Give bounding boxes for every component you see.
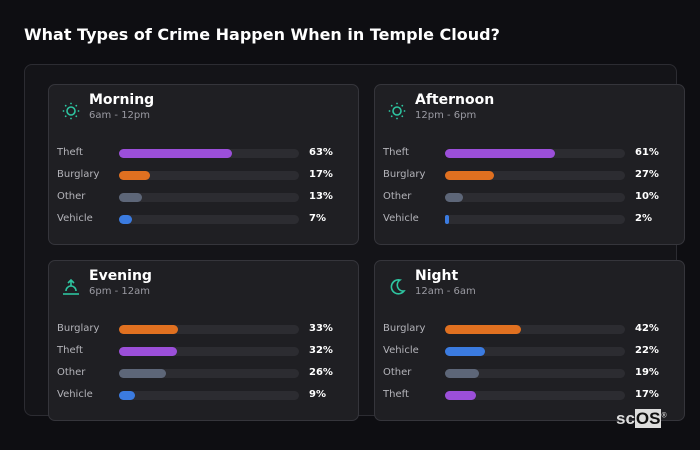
bar (119, 149, 233, 158)
bar (119, 369, 166, 378)
bar-value: 17% (635, 389, 659, 400)
bar-track (119, 369, 299, 378)
bar-track (119, 193, 299, 202)
bar (119, 391, 136, 400)
bar-label: Vehicle (383, 213, 419, 224)
bar-label: Burglary (57, 323, 100, 334)
bar-track (445, 215, 625, 224)
bar-row: Theft 63% (57, 147, 357, 161)
bar-label: Vehicle (57, 389, 93, 400)
bar-track (445, 369, 625, 378)
bar (445, 347, 485, 356)
bar (445, 171, 494, 180)
bar (119, 347, 177, 356)
bar-track (445, 149, 625, 158)
bar-label: Other (383, 367, 412, 378)
bar-row: Burglary 27% (383, 169, 683, 183)
bar (119, 171, 150, 180)
bar-row: Other 19% (383, 367, 683, 381)
page-title: What Types of Crime Happen When in Templ… (24, 25, 500, 44)
bar-track (445, 193, 625, 202)
bar-row: Burglary 33% (57, 323, 357, 337)
bar-label: Other (57, 191, 86, 202)
panel-time-range: 12pm - 6pm (415, 110, 477, 121)
bar (445, 391, 476, 400)
bar (445, 193, 463, 202)
bar-row: Other 26% (57, 367, 357, 381)
bar (445, 369, 480, 378)
bar-row: Other 10% (383, 191, 683, 205)
bar-value: 19% (635, 367, 659, 378)
bar-track (119, 325, 299, 334)
bar-track (119, 215, 299, 224)
bar-row: Other 13% (57, 191, 357, 205)
bar-label: Theft (57, 345, 83, 356)
bar-value: 22% (635, 345, 659, 356)
bar-value: 32% (309, 345, 333, 356)
panel-title: Morning (89, 92, 155, 108)
bar-value: 13% (309, 191, 333, 202)
panel-title: Afternoon (415, 92, 495, 108)
bar-value: 2% (635, 213, 652, 224)
bar-row: Theft 32% (57, 345, 357, 359)
bar-track (445, 347, 625, 356)
bar-row: Burglary 17% (57, 169, 357, 183)
moon-icon (387, 277, 407, 297)
bar-value: 7% (309, 213, 326, 224)
bar-row: Vehicle 2% (383, 213, 683, 227)
bar-label: Vehicle (57, 213, 93, 224)
bar-row: Theft 17% (383, 389, 683, 403)
bar-track (119, 391, 299, 400)
bar-value: 42% (635, 323, 659, 334)
bar-value: 61% (635, 147, 659, 158)
bar-value: 17% (309, 169, 333, 180)
bar-track (445, 325, 625, 334)
bar-row: Burglary 42% (383, 323, 683, 337)
bar-track (445, 391, 625, 400)
panel-title: Evening (89, 268, 152, 284)
bar-value: 26% (309, 367, 333, 378)
panel-time-range: 6pm - 12am (89, 286, 151, 297)
bar (119, 325, 179, 334)
panel-night: Night 12am - 6am Burglary 42% Vehicle 22% O… (374, 260, 685, 421)
bar-track (119, 171, 299, 180)
bar-label: Burglary (383, 169, 426, 180)
bar (445, 215, 449, 224)
bar-row: Vehicle 7% (57, 213, 357, 227)
bar-value: 27% (635, 169, 659, 180)
bar-row: Vehicle 22% (383, 345, 683, 359)
panel-time-range: 6am - 12pm (89, 110, 151, 121)
bar-track (119, 347, 299, 356)
scos-logo: scOS® (616, 409, 667, 428)
bar-label: Other (383, 191, 412, 202)
bar-label: Theft (57, 147, 83, 158)
bar (119, 193, 143, 202)
bar-label: Vehicle (383, 345, 419, 356)
bar-label: Theft (383, 147, 409, 158)
panel-title: Night (415, 268, 459, 284)
bar-value: 63% (309, 147, 333, 158)
panel-evening: Evening 6pm - 12am Burglary 33% Theft 32% O… (48, 260, 359, 421)
bar (119, 215, 132, 224)
sunset-icon (61, 277, 81, 297)
sun-icon (61, 101, 81, 121)
sun-icon (387, 101, 407, 121)
bar-label: Burglary (57, 169, 100, 180)
bar-label: Other (57, 367, 86, 378)
bar (445, 325, 521, 334)
panel-afternoon: Afternoon 12pm - 6pm Theft 61% Burglary 27… (374, 84, 685, 245)
bar-track (119, 149, 299, 158)
bar-value: 33% (309, 323, 333, 334)
panel-time-range: 12am - 6am (415, 286, 476, 297)
bar-value: 9% (309, 389, 326, 400)
panel-morning: Morning 6am - 12pm Theft 63% Burglary 17% O… (48, 84, 359, 245)
bar-value: 10% (635, 191, 659, 202)
bar-label: Theft (383, 389, 409, 400)
bar-row: Theft 61% (383, 147, 683, 161)
bar-track (445, 171, 625, 180)
bar-row: Vehicle 9% (57, 389, 357, 403)
bar-label: Burglary (383, 323, 426, 334)
bar (445, 149, 555, 158)
